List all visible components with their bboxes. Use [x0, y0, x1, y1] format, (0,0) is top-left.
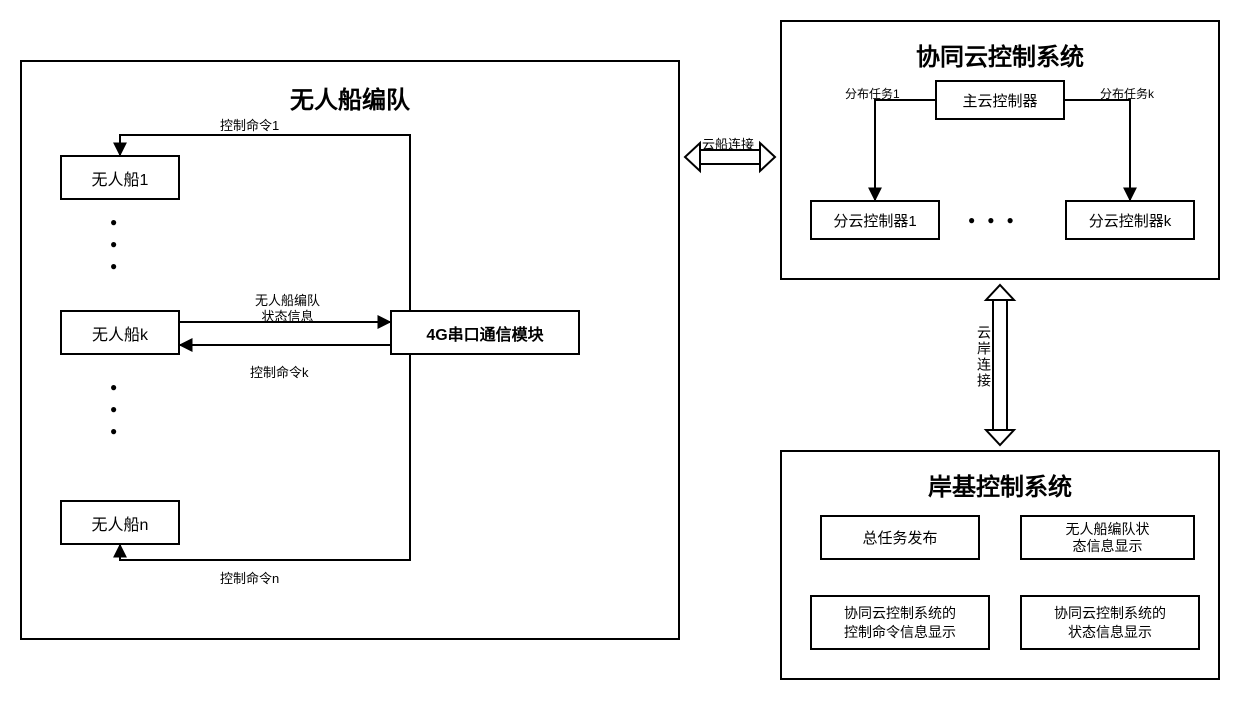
ship-1-label: 无人船1 [92, 166, 149, 190]
fleet-title: 无人船编队 [22, 80, 678, 115]
shore-b2-l2: 态信息显示 [1066, 538, 1150, 555]
ship-k: 无人船k [60, 310, 180, 355]
main-controller-label: 主云控制器 [962, 90, 1037, 111]
shore-box-3: 协同云控制系统的 控制命令信息显示 [810, 595, 990, 650]
dots-ships-1k: ●●● [110, 215, 117, 273]
shore-b4-l1: 协同云控制系统的 [1054, 604, 1166, 622]
cloud-title: 协同云控制系统 [782, 37, 1218, 72]
shore-box-4: 协同云控制系统的 状态信息显示 [1020, 595, 1200, 650]
dots-subcontrollers: ●●● [968, 213, 1014, 227]
sub-controller-1-label: 分云控制器1 [833, 210, 916, 231]
cloud-shore-label: 云岸连接 [974, 325, 994, 389]
shore-b3-l1: 协同云控制系统的 [844, 604, 956, 622]
sub-controller-k: 分云控制器k [1065, 200, 1195, 240]
status-info-label: 无人船编队 状态信息 [255, 293, 320, 324]
ship-n: 无人船n [60, 500, 180, 545]
sub-controller-1: 分云控制器1 [810, 200, 940, 240]
status-info-l2: 状态信息 [255, 309, 320, 325]
dots-ships-kn: ●●● [110, 380, 117, 438]
main-controller: 主云控制器 [935, 80, 1065, 120]
comm-module-label: 4G串口通信模块 [426, 321, 543, 345]
shore-b1-label: 总任务发布 [862, 527, 937, 548]
ship-n-label: 无人船n [92, 511, 149, 535]
shore-box-2: 无人船编队状 态信息显示 [1020, 515, 1195, 560]
sub-controller-k-label: 分云控制器k [1089, 210, 1172, 231]
cmdk-label: 控制命令k [250, 362, 309, 381]
status-info-l1: 无人船编队 [255, 293, 320, 309]
cloud-ship-label: 云船连接 [702, 134, 754, 153]
ship-k-label: 无人船k [92, 321, 148, 345]
cmd1-label: 控制命令1 [220, 115, 279, 134]
shore-b4-l2: 状态信息显示 [1054, 623, 1166, 641]
task1-label: 分布任务1 [845, 85, 900, 102]
ship-1: 无人船1 [60, 155, 180, 200]
cmdn-label: 控制命令n [220, 568, 279, 587]
shore-b3-l2: 控制命令信息显示 [844, 623, 956, 641]
shore-box-1: 总任务发布 [820, 515, 980, 560]
shore-b2-l1: 无人船编队状 [1066, 521, 1150, 538]
shore-title: 岸基控制系统 [782, 467, 1218, 502]
cloud-container: 协同云控制系统 [780, 20, 1220, 280]
taskk-label: 分布任务k [1100, 85, 1154, 102]
comm-module: 4G串口通信模块 [390, 310, 580, 355]
